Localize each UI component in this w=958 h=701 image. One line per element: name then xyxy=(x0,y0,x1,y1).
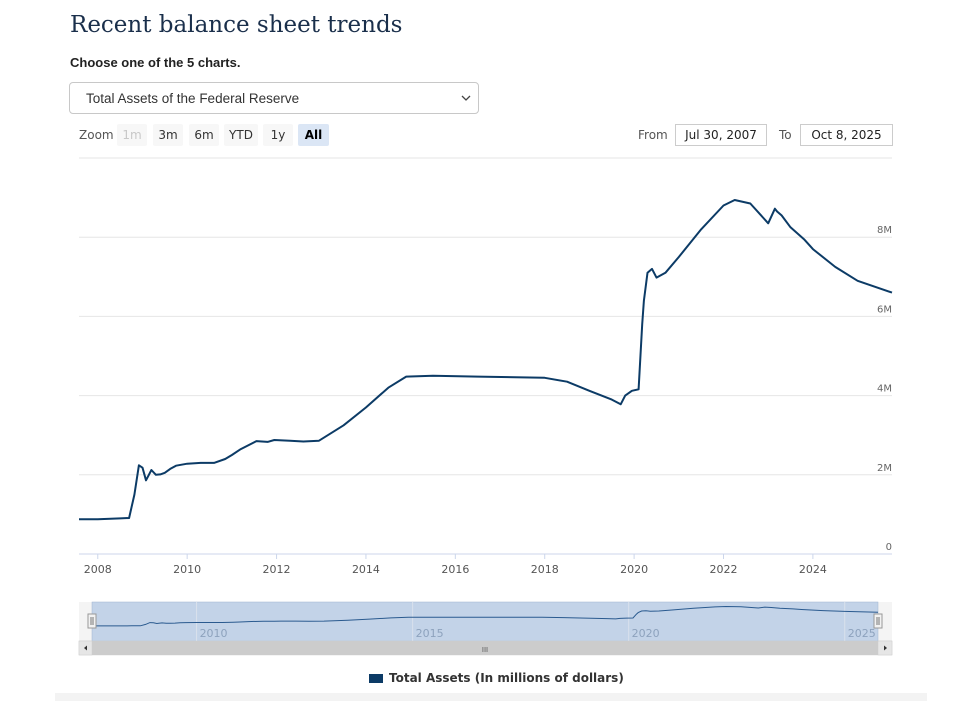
navigator-right-handle[interactable] xyxy=(873,613,883,629)
chart-select[interactable]: Total Assets of the Federal Reserve xyxy=(69,82,479,114)
from-label: From xyxy=(638,128,668,142)
zoom-ytd-button[interactable]: YTD xyxy=(224,124,258,146)
arrow-right-icon xyxy=(884,645,887,651)
chart-select-value: Total Assets of the Federal Reserve xyxy=(86,91,300,106)
from-date-input[interactable]: Jul 30, 2007 xyxy=(675,124,767,146)
to-date-input[interactable]: Oct 8, 2025 xyxy=(800,124,893,146)
x-tick-label: 2008 xyxy=(84,563,112,576)
arrow-left-icon xyxy=(84,645,87,651)
navigator-selected-range[interactable] xyxy=(91,601,879,642)
chevron-down-icon xyxy=(461,95,471,101)
navigator-tick-label: 2010 xyxy=(200,627,228,640)
page-title: Recent balance sheet trends xyxy=(70,12,403,38)
zoom-3m-button[interactable]: 3m xyxy=(153,124,183,146)
x-tick-label: 2016 xyxy=(441,563,469,576)
chart-legend[interactable]: Total Assets (In millions of dollars) xyxy=(369,671,624,685)
x-axis-ticks: 2008 2010 2012 2014 2016 2018 2020 2022 2024 xyxy=(84,554,827,576)
legend-label: Total Assets (In millions of dollars) xyxy=(389,671,624,685)
x-tick-label: 2010 xyxy=(173,563,201,576)
scroll-right-button[interactable] xyxy=(877,640,893,656)
y-tick-label: 6M xyxy=(877,304,892,315)
navigator-scrollbar[interactable]: III xyxy=(78,640,893,656)
chart-chooser-label: Choose one of the 5 charts. xyxy=(70,55,241,70)
footer-strip xyxy=(55,693,927,701)
zoom-label: Zoom xyxy=(79,128,114,142)
zoom-all-button[interactable]: All xyxy=(298,124,329,146)
x-tick-label: 2012 xyxy=(263,563,291,576)
scrollbar-thumb[interactable] xyxy=(92,641,878,655)
legend-swatch xyxy=(369,674,383,683)
x-tick-label: 2024 xyxy=(799,563,827,576)
y-tick-label: 2M xyxy=(877,463,892,474)
zoom-1y-button[interactable]: 1y xyxy=(263,124,293,146)
total-assets-series-line xyxy=(79,199,893,521)
x-tick-label: 2020 xyxy=(620,563,648,576)
navigator-x-ticks: 2010 2015 2020 2025 xyxy=(200,627,876,640)
scrollbar-grip: III xyxy=(482,646,488,654)
navigator-left-handle[interactable] xyxy=(87,613,97,629)
y-tick-label: 8M xyxy=(877,225,892,236)
navigator-series-line xyxy=(92,605,879,627)
x-tick-label: 2014 xyxy=(352,563,380,576)
zoom-6m-button[interactable]: 6m xyxy=(189,124,219,146)
x-tick-label: 2018 xyxy=(531,563,559,576)
navigator-tick-label: 2015 xyxy=(416,627,444,640)
y-tick-label: 0 xyxy=(886,542,892,553)
scroll-left-button[interactable] xyxy=(78,640,93,656)
to-label: To xyxy=(779,128,792,142)
navigator-tick-label: 2025 xyxy=(848,627,876,640)
y-tick-label: 4M xyxy=(877,384,892,395)
y-axis-ticks: 0 2M 4M 6M 8M xyxy=(877,225,892,553)
navigator-gridlines xyxy=(196,602,846,641)
zoom-1m-button[interactable]: 1m xyxy=(117,124,147,146)
x-tick-label: 2022 xyxy=(710,563,738,576)
navigator-tick-label: 2020 xyxy=(632,627,660,640)
chart-gridlines xyxy=(79,236,892,476)
navigator[interactable]: 2010 2015 2020 2025 xyxy=(79,601,892,642)
